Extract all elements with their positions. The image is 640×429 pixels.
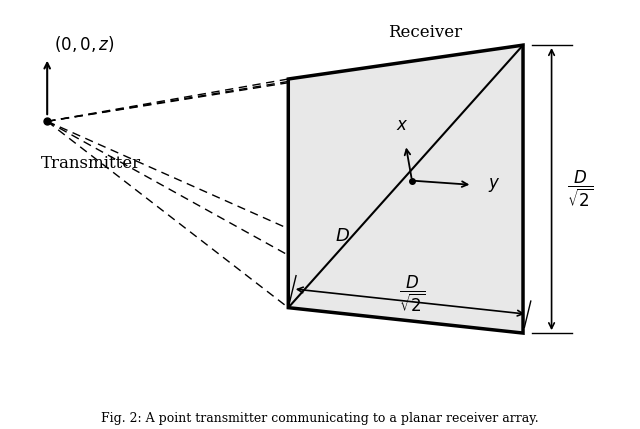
Polygon shape [288, 45, 523, 333]
Text: $x$: $x$ [396, 117, 409, 134]
Text: $(0, 0, z)$: $(0, 0, z)$ [54, 33, 114, 54]
Text: Fig. 2: A point transmitter communicating to a planar receiver array.: Fig. 2: A point transmitter communicatin… [101, 412, 539, 425]
Text: $D$: $D$ [335, 227, 349, 245]
Text: Transmitter: Transmitter [41, 155, 141, 172]
Text: $\dfrac{D}{\sqrt{2}}$: $\dfrac{D}{\sqrt{2}}$ [568, 169, 594, 209]
Text: $\dfrac{D}{\sqrt{2}}$: $\dfrac{D}{\sqrt{2}}$ [399, 273, 426, 314]
Text: Receiver: Receiver [388, 24, 461, 41]
Text: $y$: $y$ [488, 176, 500, 194]
